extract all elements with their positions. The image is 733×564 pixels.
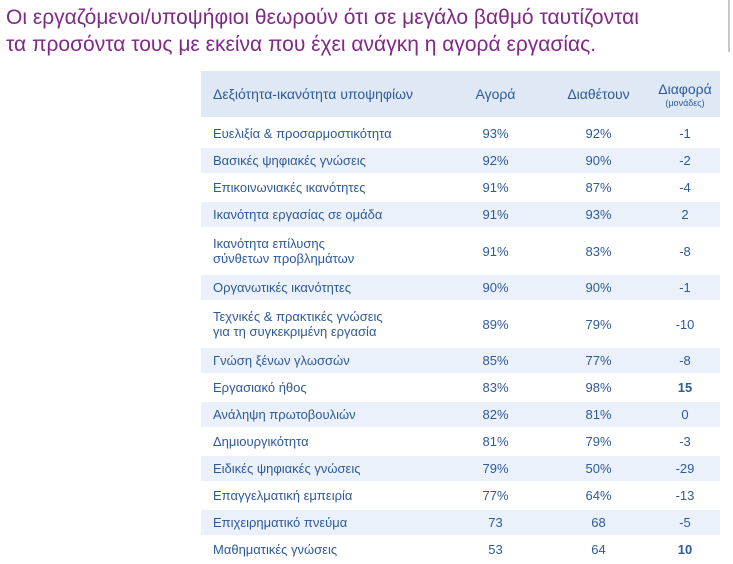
have-cell: 77% xyxy=(547,348,650,375)
skill-cell: Οργανωτικές ικανότητες xyxy=(201,275,444,302)
header-have: Διαθέτουν xyxy=(547,71,650,121)
skill-cell: Ικανότητα επίλυσης σύνθετων προβλημάτων xyxy=(201,229,444,275)
market-cell: 92% xyxy=(444,148,547,175)
diff-cell: -29 xyxy=(650,456,720,483)
skill-cell: Εργασιακό ήθος xyxy=(201,375,444,402)
skill-cell: Τεχνικές & πρακτικές γνώσεις για τη συγκ… xyxy=(201,302,444,348)
have-cell: 90% xyxy=(547,275,650,302)
table-row: Ειδικές ψηφιακές γνώσεις 79% 50% -29 xyxy=(201,456,720,483)
market-cell: 81% xyxy=(444,429,547,456)
table-header-row: Δεξιότητα-ικανότητα υποψηφίων Αγορά Διαθ… xyxy=(201,71,720,121)
diff-cell: -10 xyxy=(650,302,720,348)
diff-cell: -2 xyxy=(650,148,720,175)
header-market: Αγορά xyxy=(444,71,547,121)
diff-cell: 2 xyxy=(650,202,720,229)
table-row: Δημιουργικότητα 81% 79% -3 xyxy=(201,429,720,456)
table-row: Επικοινωνιακές ικανότητες 91% 87% -4 xyxy=(201,175,720,202)
diff-cell: -4 xyxy=(650,175,720,202)
table-row: Ικανότητα επίλυσης σύνθετων προβλημάτων … xyxy=(201,229,720,275)
skill-line-2: σύνθετων προβλημάτων xyxy=(213,251,355,266)
market-cell: 91% xyxy=(444,202,547,229)
table-row: Γνώση ξένων γλωσσών 85% 77% -8 xyxy=(201,348,720,375)
skill-cell: Ευελιξία & προσαρμοστικότητα xyxy=(201,121,444,148)
skill-cell: Ειδικές ψηφιακές γνώσεις xyxy=(201,456,444,483)
have-cell: 79% xyxy=(547,302,650,348)
market-cell: 79% xyxy=(444,456,547,483)
diff-cell: -13 xyxy=(650,483,720,510)
header-diff: Διαφορά (μονάδες) xyxy=(650,71,720,121)
have-cell: 92% xyxy=(547,121,650,148)
diff-cell: -1 xyxy=(650,275,720,302)
skills-table: Δεξιότητα-ικανότητα υποψηφίων Αγορά Διαθ… xyxy=(201,71,720,564)
skill-cell: Βασικές ψηφιακές γνώσεις xyxy=(201,148,444,175)
table-row: Ευελιξία & προσαρμοστικότητα 93% 92% -1 xyxy=(201,121,720,148)
market-cell: 93% xyxy=(444,121,547,148)
have-cell: 93% xyxy=(547,202,650,229)
skill-line-1: Τεχνικές & πρακτικές γνώσεις xyxy=(213,309,383,324)
skill-line-2: για τη συγκεκριμένη εργασία xyxy=(213,324,377,339)
skill-cell: Επαγγελματική εμπειρία xyxy=(201,483,444,510)
table-row: Επιχειρηματικό πνεύμα 73 68 -5 xyxy=(201,510,720,537)
diff-cell: -8 xyxy=(650,348,720,375)
market-cell: 77% xyxy=(444,483,547,510)
header-diff-label: Διαφορά xyxy=(658,80,712,97)
page-edge-line xyxy=(728,0,730,52)
diff-cell: -8 xyxy=(650,229,720,275)
headline: Οι εργαζόμενοι/υποψήφιοι θεωρούν ότι σε … xyxy=(6,4,726,58)
diff-cell: 10 xyxy=(650,537,720,564)
market-cell: 82% xyxy=(444,402,547,429)
have-cell: 68 xyxy=(547,510,650,537)
have-cell: 50% xyxy=(547,456,650,483)
skill-line-1: Ικανότητα επίλυσης xyxy=(213,236,325,251)
have-cell: 87% xyxy=(547,175,650,202)
have-cell: 90% xyxy=(547,148,650,175)
skill-cell: Ανάληψη πρωτοβουλιών xyxy=(201,402,444,429)
table-row: Τεχνικές & πρακτικές γνώσεις για τη συγκ… xyxy=(201,302,720,348)
diff-cell: -1 xyxy=(650,121,720,148)
diff-cell: 15 xyxy=(650,375,720,402)
diff-cell: -5 xyxy=(650,510,720,537)
market-cell: 73 xyxy=(444,510,547,537)
have-cell: 64 xyxy=(547,537,650,564)
market-cell: 53 xyxy=(444,537,547,564)
skill-cell: Γνώση ξένων γλωσσών xyxy=(201,348,444,375)
table-row: Ανάληψη πρωτοβουλιών 82% 81% 0 xyxy=(201,402,720,429)
market-cell: 85% xyxy=(444,348,547,375)
have-cell: 79% xyxy=(547,429,650,456)
skill-cell: Επικοινωνιακές ικανότητες xyxy=(201,175,444,202)
headline-line-2: τα προσόντα τους με εκείνα που έχει ανάγ… xyxy=(6,33,597,56)
skill-cell: Ικανότητα εργασίας σε ομάδα xyxy=(201,202,444,229)
header-skill: Δεξιότητα-ικανότητα υποψηφίων xyxy=(201,71,444,121)
table-row: Ικανότητα εργασίας σε ομάδα 91% 93% 2 xyxy=(201,202,720,229)
have-cell: 83% xyxy=(547,229,650,275)
table-row: Μαθηματικές γνώσεις 53 64 10 xyxy=(201,537,720,564)
have-cell: 64% xyxy=(547,483,650,510)
header-diff-unit: (μονάδες) xyxy=(665,97,705,108)
market-cell: 90% xyxy=(444,275,547,302)
market-cell: 89% xyxy=(444,302,547,348)
have-cell: 81% xyxy=(547,402,650,429)
diff-cell: -3 xyxy=(650,429,720,456)
market-cell: 91% xyxy=(444,175,547,202)
market-cell: 83% xyxy=(444,375,547,402)
table-row: Επαγγελματική εμπειρία 77% 64% -13 xyxy=(201,483,720,510)
skill-cell: Δημιουργικότητα xyxy=(201,429,444,456)
headline-line-1: Οι εργαζόμενοι/υποψήφιοι θεωρούν ότι σε … xyxy=(6,6,639,29)
skill-cell: Επιχειρηματικό πνεύμα xyxy=(201,510,444,537)
market-cell: 91% xyxy=(444,229,547,275)
table-row: Βασικές ψηφιακές γνώσεις 92% 90% -2 xyxy=(201,148,720,175)
have-cell: 98% xyxy=(547,375,650,402)
table-row: Εργασιακό ήθος 83% 98% 15 xyxy=(201,375,720,402)
table-row: Οργανωτικές ικανότητες 90% 90% -1 xyxy=(201,275,720,302)
diff-cell: 0 xyxy=(650,402,720,429)
skill-cell: Μαθηματικές γνώσεις xyxy=(201,537,444,564)
